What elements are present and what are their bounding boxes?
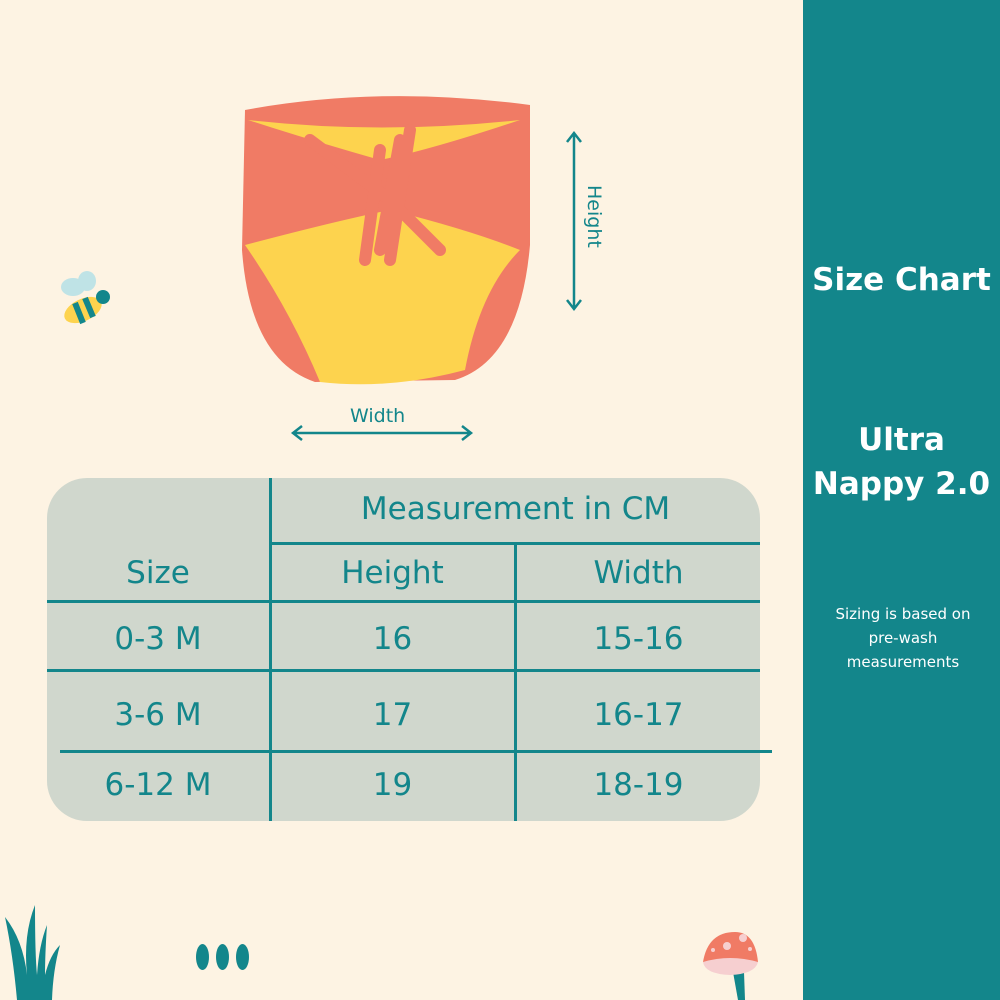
row-height: 19 (372, 767, 413, 803)
sizing-note: Sizing is based on pre-wash measurements (835, 605, 971, 671)
nappy-illustration (242, 96, 530, 385)
bee-icon (61, 271, 110, 325)
row-height: 17 (372, 697, 413, 733)
product-name: Ultra Nappy 2.0 (803, 418, 1000, 506)
row-size: 3-6 M (114, 697, 202, 733)
sidebar: Size Chart Ultra Nappy 2.0 Sizing is bas… (803, 0, 1000, 1000)
row-width: 16-17 (593, 697, 684, 733)
width-arrow-icon (290, 425, 474, 441)
height-arrow-icon (566, 130, 582, 312)
product-name-line2: Nappy 2.0 (812, 466, 991, 502)
grass-icon (5, 905, 60, 1000)
width-header: Width (593, 555, 684, 591)
sidebar-title: Size Chart (812, 262, 991, 298)
product-name-line1: Ultra (858, 422, 945, 458)
size-header: Size (126, 555, 190, 591)
pager-dots (196, 944, 249, 970)
pager-dot[interactable] (196, 944, 209, 970)
row-height: 16 (372, 621, 413, 657)
row-size: 6-12 M (104, 767, 212, 803)
group-header: Measurement in CM (360, 491, 671, 527)
pager-dot[interactable] (216, 944, 229, 970)
height-label: Height (583, 185, 605, 248)
size-table: Measurement in CM Size Height Width 0-3 … (47, 478, 772, 821)
row-width: 18-19 (593, 767, 684, 803)
width-label: Width (350, 405, 406, 427)
row-size: 0-3 M (114, 621, 202, 657)
mushroom-icon (703, 932, 758, 1000)
height-header: Height (341, 555, 444, 591)
pager-dot[interactable] (236, 944, 249, 970)
row-width: 15-16 (593, 621, 684, 657)
